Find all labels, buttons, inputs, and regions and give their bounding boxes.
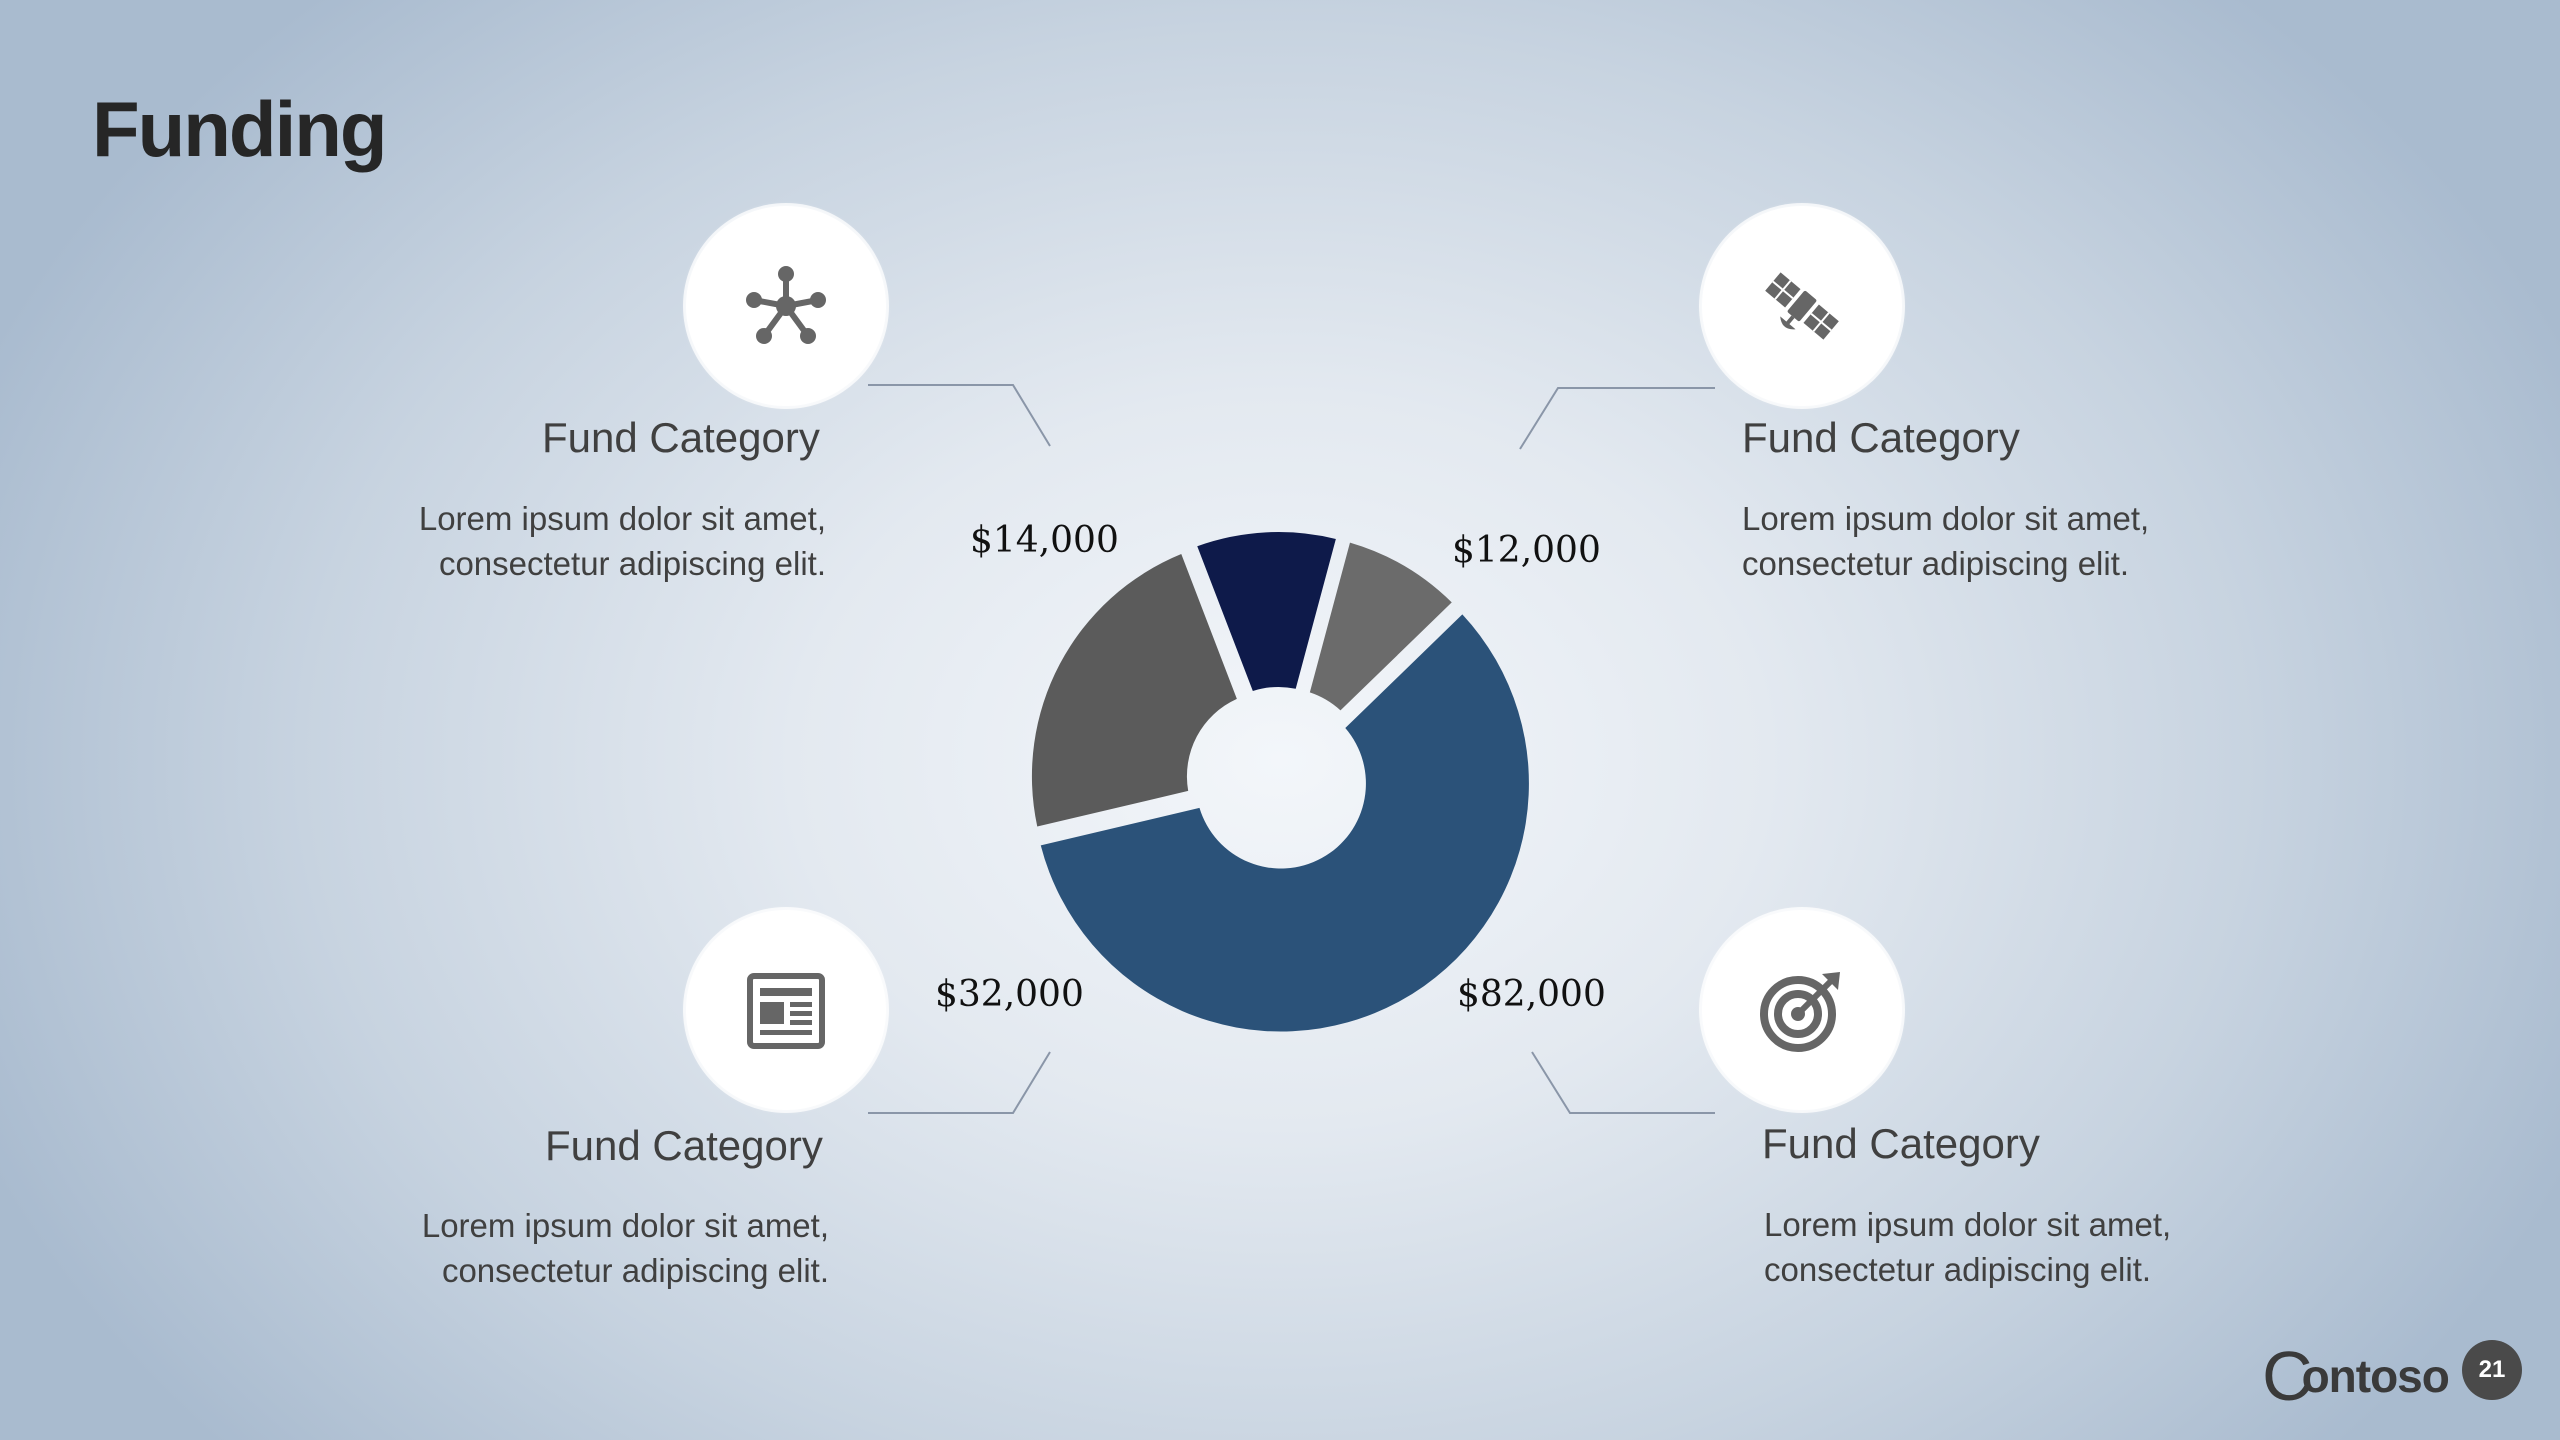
category-title-bottom-right: Fund Category bbox=[1762, 1120, 2040, 1167]
icon-circle-top-right bbox=[1702, 206, 1902, 406]
leader-line-top-left bbox=[868, 384, 1051, 447]
contoso-logo: Contoso bbox=[2262, 1337, 2450, 1415]
category-title-bottom-left: Fund Category bbox=[545, 1122, 823, 1169]
category-desc-top-left: Lorem ipsum dolor sit amet, consectetur … bbox=[418, 500, 826, 582]
donut-slice-2 bbox=[1040, 614, 1529, 1032]
value-label-slice-1: $12,000 bbox=[1452, 530, 1601, 571]
leader-line-top-right bbox=[1519, 387, 1715, 450]
category-desc-top-right: Lorem ipsum dolor sit amet, consectetur … bbox=[1742, 500, 2150, 582]
value-label-slice-3: $32,000 bbox=[935, 974, 1084, 1015]
category-title-top-left: Fund Category bbox=[542, 414, 820, 461]
leader-line-bottom-right bbox=[1531, 1051, 1715, 1114]
category-title-top-right: Fund Category bbox=[1742, 414, 2020, 461]
slide-title: Funding bbox=[92, 85, 388, 173]
network-icon bbox=[746, 266, 826, 344]
leader-line-bottom-left bbox=[868, 1051, 1051, 1114]
donut-slice-4 bbox=[1197, 532, 1336, 692]
donut-slice-3 bbox=[1031, 554, 1237, 827]
donut-slice-1 bbox=[1309, 542, 1452, 711]
newspaper-icon bbox=[747, 973, 825, 1049]
value-label-slice-4: $14,000 bbox=[970, 520, 1119, 561]
category-desc-bottom-right: Lorem ipsum dolor sit amet, consectetur … bbox=[1764, 1206, 2172, 1288]
value-label-slice-2: $82,000 bbox=[1457, 974, 1606, 1015]
icon-circle-bottom-left bbox=[686, 910, 886, 1110]
page-number: 21 bbox=[2462, 1340, 2522, 1400]
icon-circle-bottom-right bbox=[1702, 910, 1902, 1110]
satellite-icon bbox=[1765, 272, 1839, 340]
category-desc-bottom-left: Lorem ipsum dolor sit amet, consectetur … bbox=[421, 1207, 829, 1289]
donut-slices bbox=[1031, 532, 1529, 1032]
target-icon bbox=[1760, 972, 1840, 1052]
icon-circle-top-left bbox=[686, 206, 886, 406]
leader-lines bbox=[868, 384, 1715, 1114]
